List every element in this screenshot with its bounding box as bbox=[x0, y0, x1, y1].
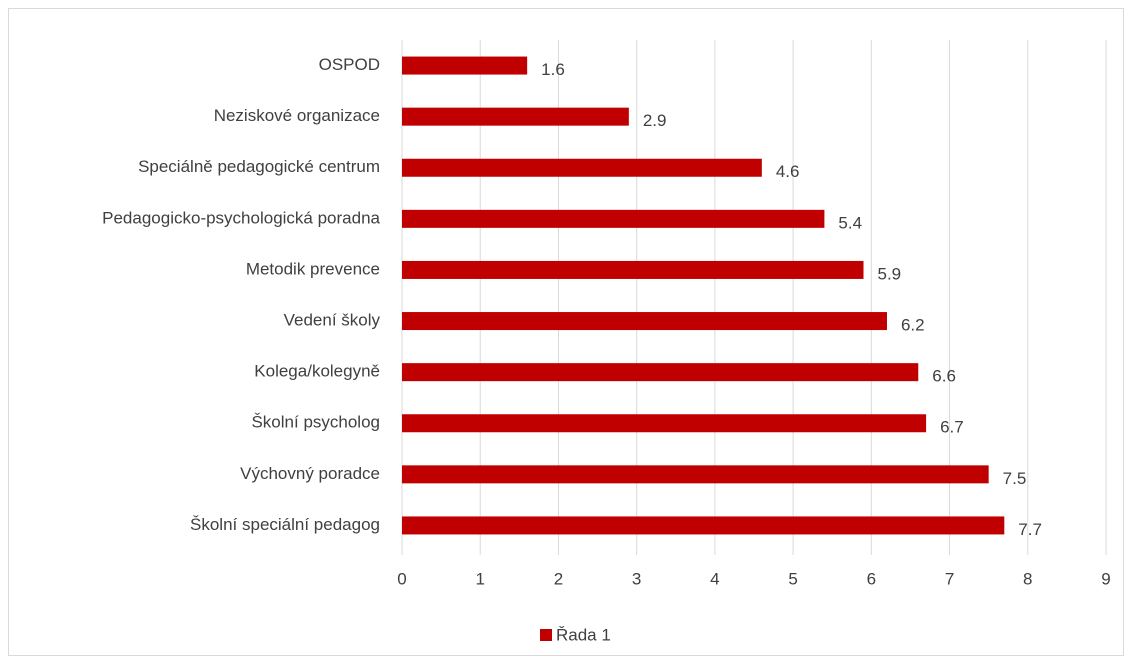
data-label: 6.2 bbox=[901, 316, 925, 335]
x-tick-label: 2 bbox=[554, 569, 563, 588]
y-tick-label: Neziskové organizace bbox=[214, 106, 380, 125]
bar bbox=[402, 414, 927, 433]
y-tick-label: Speciálně pedagogické centrum bbox=[138, 157, 380, 176]
bar bbox=[402, 312, 887, 331]
y-tick-label: Pedagogicko-psychologická poradna bbox=[102, 208, 380, 227]
x-tick-label: 4 bbox=[710, 569, 719, 588]
x-tick-label: 1 bbox=[475, 569, 484, 588]
y-tick-label: Výchovný poradce bbox=[240, 464, 380, 483]
data-label: 5.9 bbox=[878, 264, 902, 283]
bar bbox=[402, 209, 825, 228]
x-tick-label: 3 bbox=[632, 569, 641, 588]
x-tick-label: 9 bbox=[1101, 569, 1110, 588]
bar bbox=[402, 465, 989, 484]
y-tick-label: Vedení školy bbox=[284, 311, 381, 330]
x-tick-label: 7 bbox=[945, 569, 954, 588]
bar bbox=[402, 260, 864, 279]
data-label: 7.7 bbox=[1018, 520, 1042, 539]
bar bbox=[402, 158, 762, 177]
y-tick-label: Metodik prevence bbox=[246, 259, 380, 278]
x-tick-label: 8 bbox=[1023, 569, 1032, 588]
bar bbox=[402, 363, 919, 382]
data-label: 6.6 bbox=[932, 367, 956, 386]
data-label: 2.9 bbox=[643, 111, 667, 130]
x-tick-label: 6 bbox=[867, 569, 876, 588]
x-tick-label: 0 bbox=[397, 569, 406, 588]
y-tick-label: Školní speciální pedagog bbox=[190, 515, 380, 534]
bar bbox=[402, 56, 528, 75]
x-tick-label: 5 bbox=[788, 569, 797, 588]
bar bbox=[402, 107, 629, 126]
chart-border bbox=[8, 8, 1124, 656]
y-tick-label: Školní psycholog bbox=[251, 413, 380, 432]
legend-label: Řada 1 bbox=[556, 625, 611, 644]
data-label: 4.6 bbox=[776, 162, 800, 181]
y-tick-label: OSPOD bbox=[319, 55, 380, 74]
data-label: 5.4 bbox=[838, 213, 862, 232]
data-label: 1.6 bbox=[541, 60, 565, 79]
legend-swatch bbox=[540, 629, 552, 641]
y-tick-label: Kolega/kolegyně bbox=[254, 362, 380, 381]
bar bbox=[402, 516, 1005, 535]
data-label: 7.5 bbox=[1003, 469, 1027, 488]
data-label: 6.7 bbox=[940, 418, 964, 437]
